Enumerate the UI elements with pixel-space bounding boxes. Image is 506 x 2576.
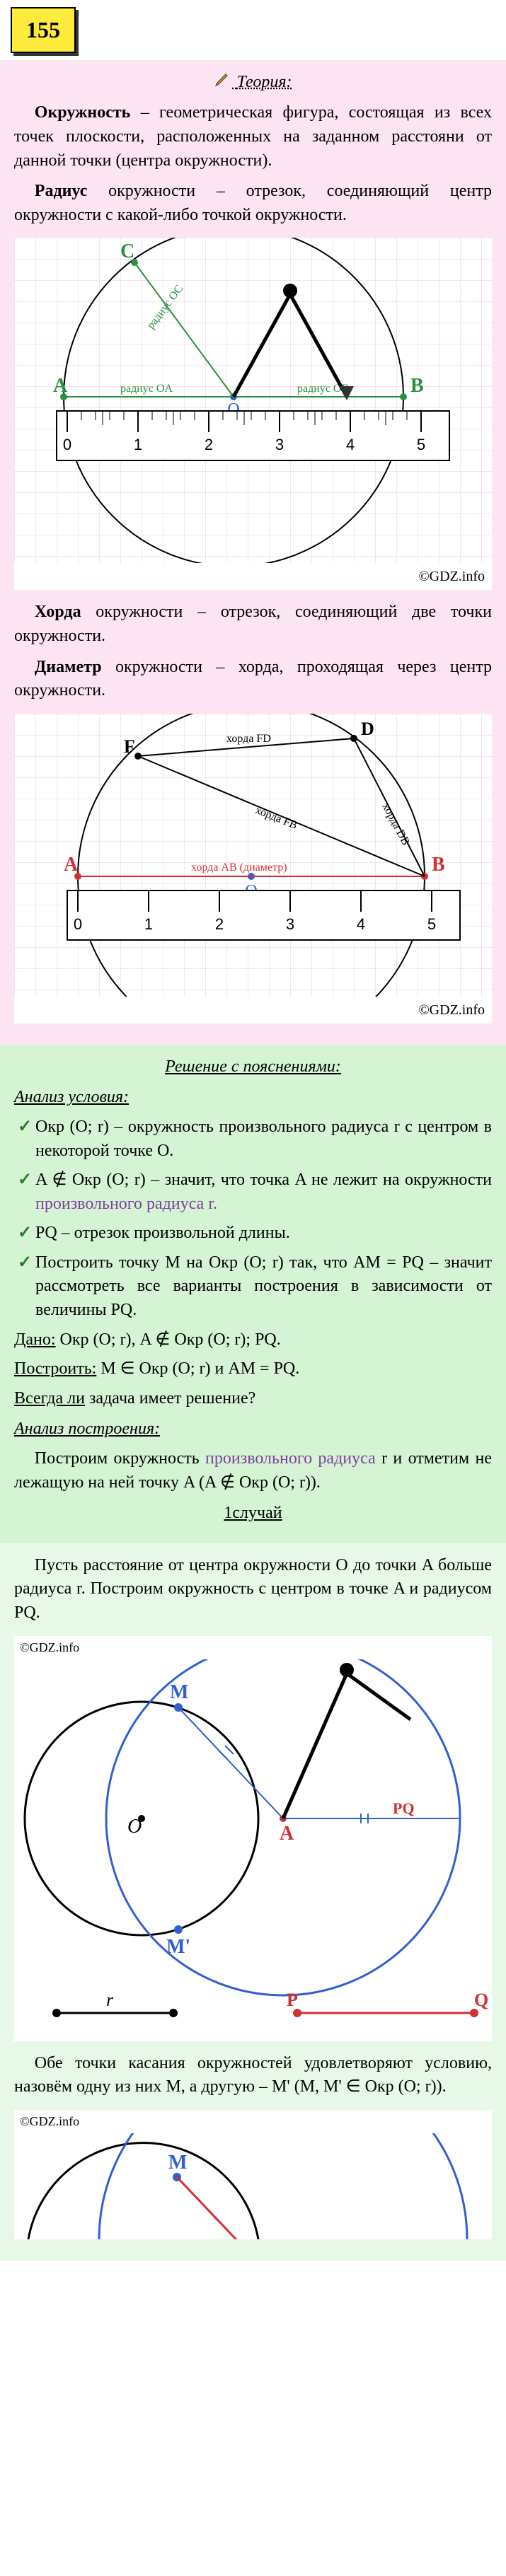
label-C: C <box>120 240 134 262</box>
definition-circle: Окружность – геометрическая фигура, сост… <box>14 101 492 173</box>
label-chord-fd: хорда FD <box>226 733 271 745</box>
diagram-chord: O A B хорда AB (диаметр) D F хорда FD хо… <box>14 714 492 1023</box>
theory-title: Теория: <box>237 73 292 91</box>
ruler-tick: 5 <box>427 915 436 933</box>
case1-conclusion: Обе точки касания окружностей удовлетвор… <box>14 2052 492 2099</box>
ruler-tick: 5 <box>417 436 425 453</box>
ruler-tick: 0 <box>63 436 71 453</box>
label-A2: A <box>64 854 79 876</box>
label-F: F <box>124 736 135 757</box>
pencil-icon <box>214 73 229 87</box>
solution-section: Решение с пояснениями: Анализ условия: О… <box>0 1045 506 1543</box>
analysis2-header: Анализ построения: <box>14 1417 492 1441</box>
build-paragraph: Построим окружность произвольного радиус… <box>14 1447 492 1495</box>
term-chord: Хорда <box>35 603 81 621</box>
copyright: ©GDZ.info <box>14 997 492 1023</box>
ruler-tick: 3 <box>286 915 294 933</box>
label-chord-ab: хорда AB (диаметр) <box>191 861 287 874</box>
label-O3: O <box>127 1816 142 1838</box>
label-P: P <box>287 1990 298 2010</box>
label-r: r <box>106 1990 114 2010</box>
case1-text: Пусть расстояние от центра окружности O … <box>14 1554 492 1625</box>
ruler-tick: 3 <box>275 436 284 453</box>
ruler-tick: 2 <box>205 436 213 453</box>
def-chord-text: окружности – отрезок, соединяющий две то… <box>14 603 492 645</box>
question-line: Всегда ли задача имеет решение? <box>14 1387 492 1411</box>
ruler-tick: 4 <box>346 436 355 453</box>
list-item: Построить точку M на Окр (O; r) так, что… <box>14 1251 492 1323</box>
definition-chord: Хорда окружности – отрезок, соединяющий … <box>14 601 492 648</box>
case1-label: 1случай <box>14 1502 492 1526</box>
solution-header: Решение с пояснениями: <box>14 1055 492 1079</box>
list-item: Окр (O; r) – окружность произвольного ра… <box>14 1115 492 1163</box>
ruler-tick: 4 <box>357 915 365 933</box>
build-line: Построить: M ∈ Окр (O; r) и AM = PQ. <box>14 1357 492 1381</box>
label-D: D <box>361 719 374 739</box>
theory-section: Теория: Окружность – геометрическая фигу… <box>0 60 506 1045</box>
term-circle: Окружность <box>35 103 131 122</box>
copyright: ©GDZ.info <box>14 1636 492 1659</box>
diagram-case1: ©GDZ.info O A M M' PQ <box>14 1636 492 2041</box>
diagram-radius: O A B C радиус OA радиус OB радиус OC <box>14 238 492 590</box>
theory-header: Теория: <box>14 71 492 95</box>
label-Mp: M' <box>166 1936 190 1958</box>
analysis-list: Окр (O; r) – окружность произвольного ра… <box>14 1115 492 1323</box>
list-item: A ∉ Окр (O; r) – значит, что точка A не … <box>14 1168 492 1216</box>
label-Q: Q <box>474 1990 488 2010</box>
term-diameter: Диаметр <box>35 658 102 676</box>
label-PQ: PQ <box>393 1799 415 1817</box>
ruler-tick: 1 <box>144 915 153 933</box>
label-radius-oa: радиус OA <box>120 383 173 395</box>
ruler-tick: 2 <box>215 915 224 933</box>
term-radius: Радиус <box>35 182 88 200</box>
problem-number-badge: 155 <box>11 7 76 53</box>
copyright: ©GDZ.info <box>14 563 492 590</box>
ruler-tick: 1 <box>134 436 142 453</box>
analysis-header: Анализ условия: <box>14 1086 492 1110</box>
ruler-tick: 0 <box>74 915 82 933</box>
label-A3: A <box>280 1823 294 1845</box>
label-A: A <box>53 375 68 397</box>
copyright: ©GDZ.info <box>14 2110 492 2133</box>
given-line: Дано: Окр (O; r), A ∉ Окр (O; r); PQ. <box>14 1328 492 1352</box>
label-B2: B <box>432 854 445 876</box>
label-M2: M <box>168 2152 187 2174</box>
label-B: B <box>410 375 424 397</box>
label-M: M <box>170 1681 188 1703</box>
diagram-case1b: ©GDZ.info M <box>14 2110 492 2239</box>
definition-radius: Радиус окружности – отрезок, соединяющий… <box>14 180 492 227</box>
case1-section: Пусть расстояние от центра окружности O … <box>0 1543 506 2261</box>
definition-diameter: Диаметр окружности – хорда, проходящая ч… <box>14 656 492 703</box>
list-item: PQ – отрезок произвольной длины. <box>14 1222 492 1246</box>
